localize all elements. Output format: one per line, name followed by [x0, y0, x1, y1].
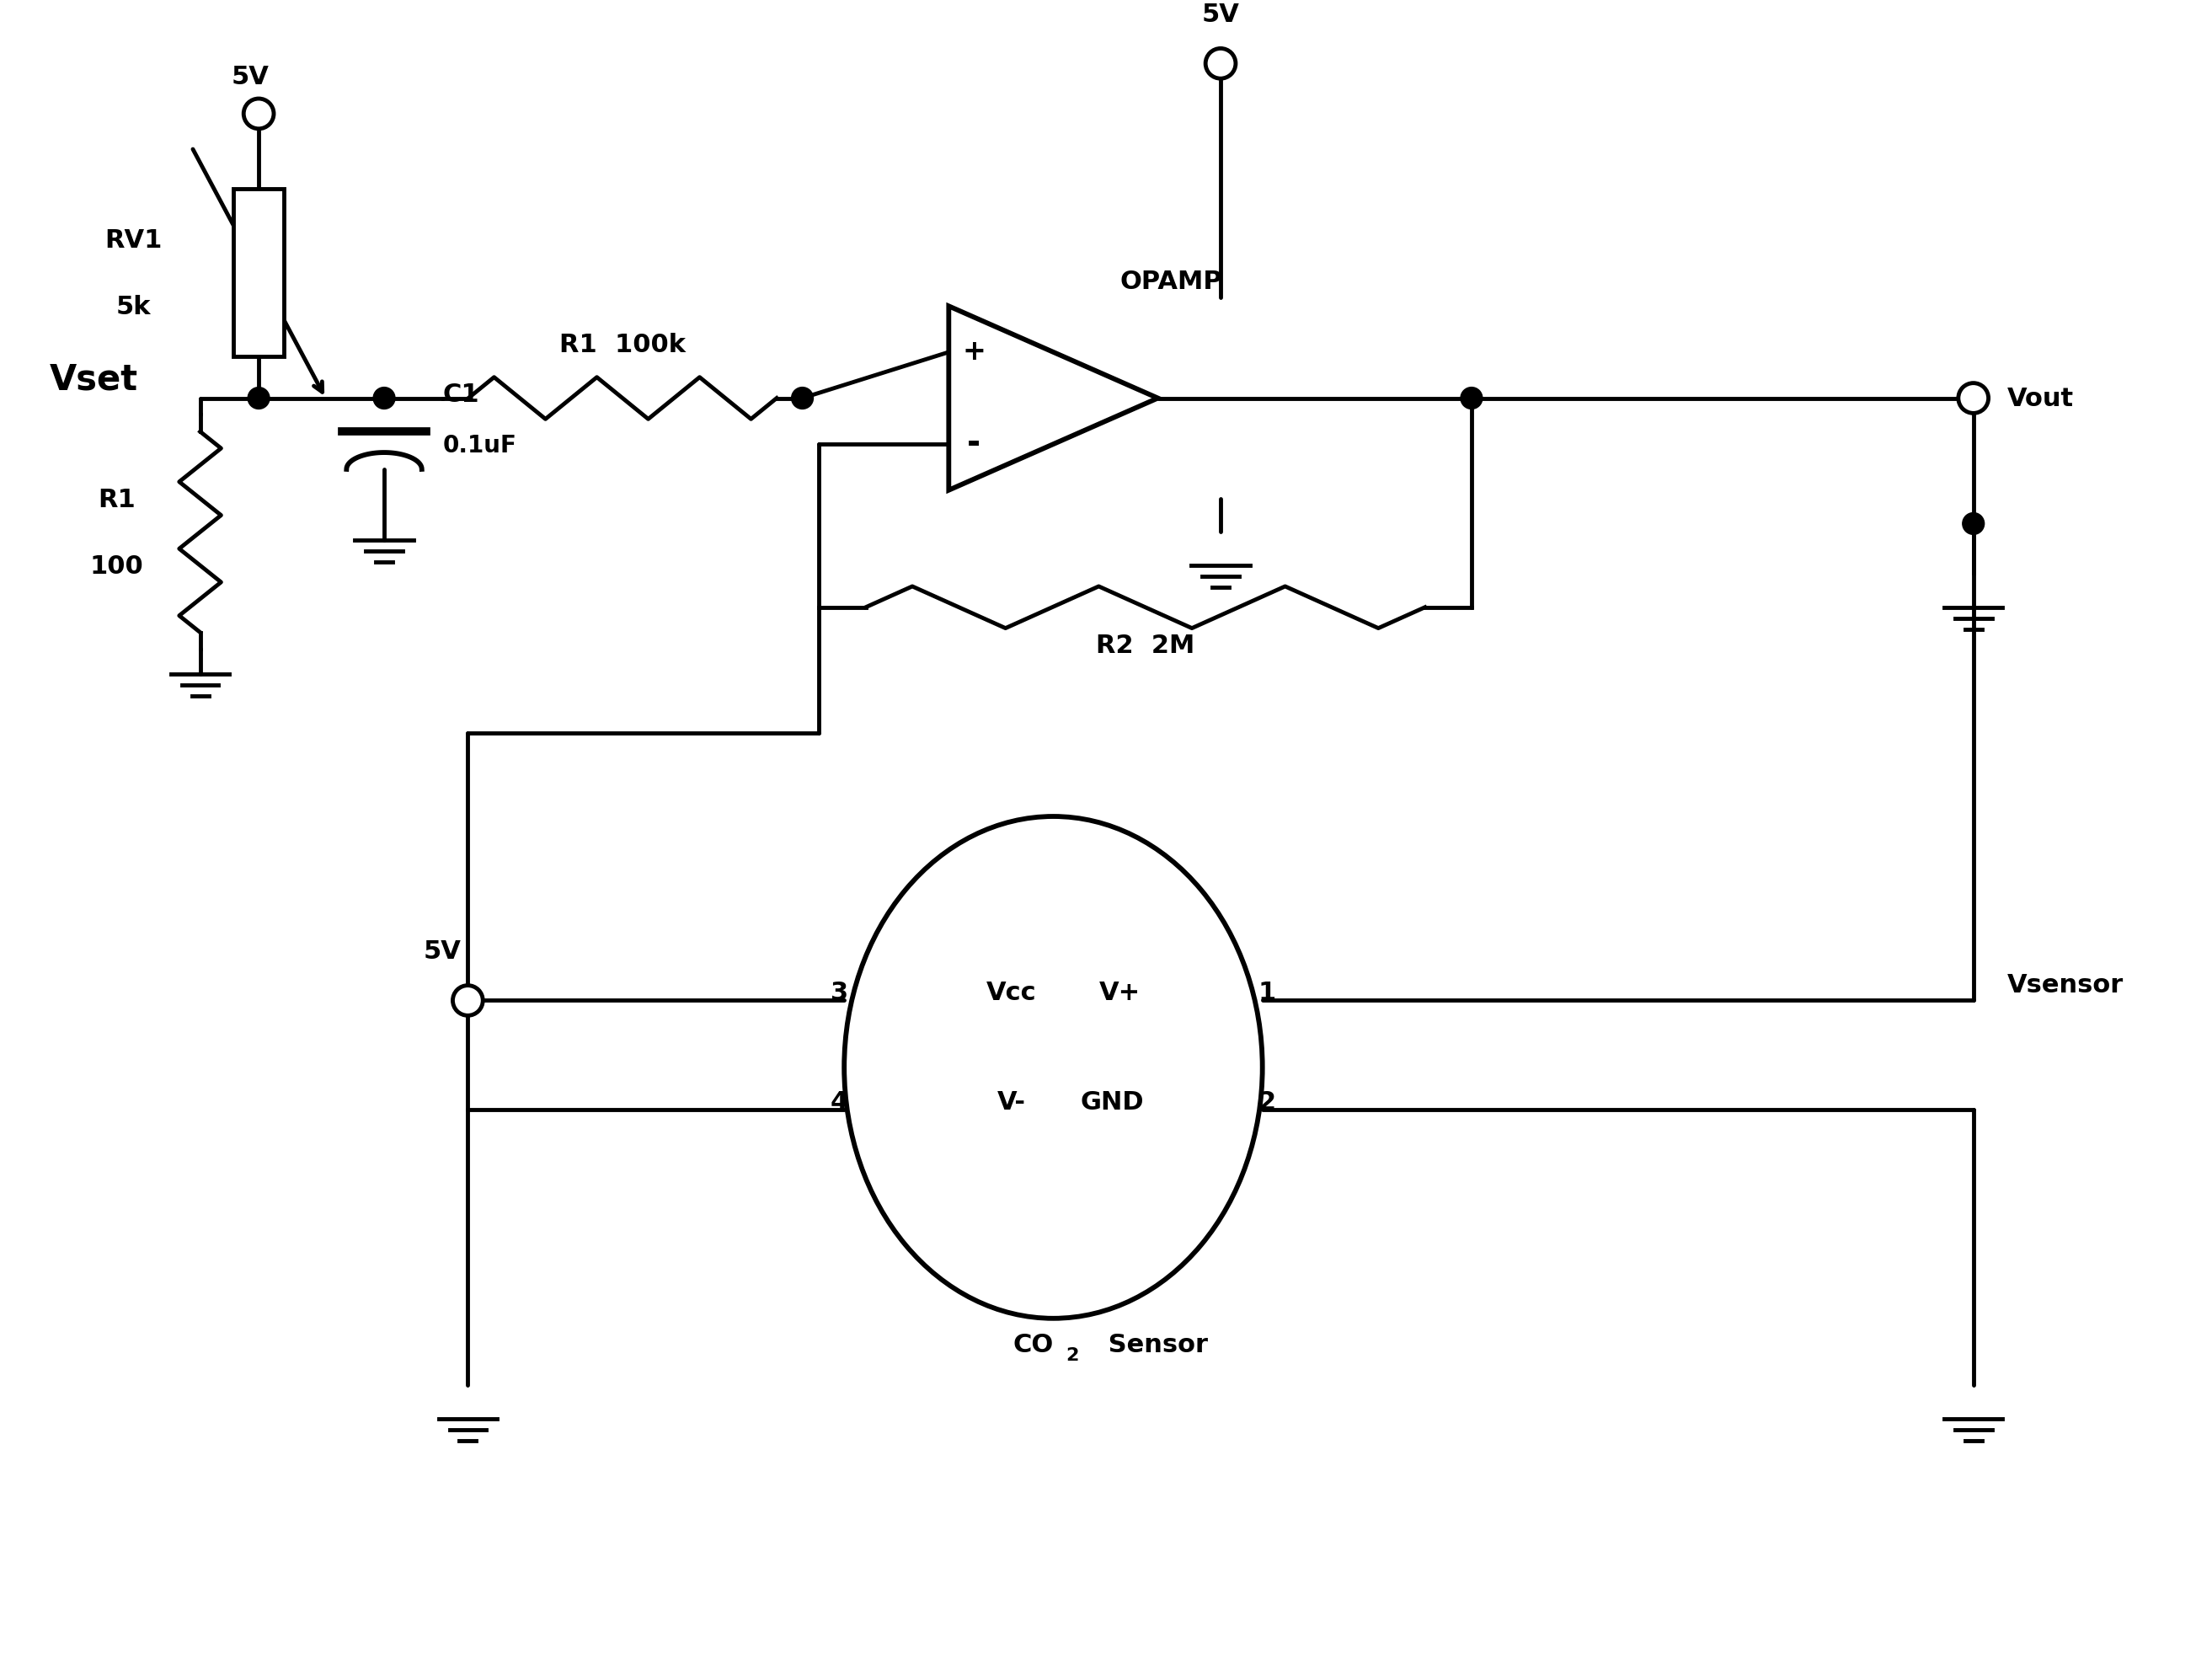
Circle shape [374, 387, 396, 408]
Text: Vset: Vset [49, 362, 137, 397]
Text: CO: CO [1013, 1332, 1053, 1357]
Text: V-: V- [998, 1089, 1026, 1114]
Text: 5k: 5k [115, 296, 150, 319]
Text: C1: C1 [442, 383, 480, 407]
Text: +: + [962, 339, 987, 365]
Text: 3: 3 [830, 982, 849, 1005]
Text: GND: GND [1079, 1089, 1144, 1114]
Text: 5V: 5V [1201, 2, 1239, 26]
Text: RV1: RV1 [104, 228, 161, 253]
Circle shape [453, 985, 482, 1015]
Circle shape [243, 99, 274, 129]
Circle shape [792, 387, 814, 408]
Text: 4: 4 [830, 1089, 849, 1114]
Text: Vout: Vout [2006, 387, 2073, 412]
Text: R1  100k: R1 100k [560, 332, 686, 357]
Text: 1: 1 [1259, 982, 1276, 1005]
Text: 100: 100 [91, 554, 144, 579]
Text: Vcc: Vcc [987, 982, 1037, 1005]
Text: 5V: 5V [232, 64, 270, 89]
Text: R1: R1 [97, 488, 135, 512]
Text: R2  2M: R2 2M [1095, 633, 1194, 658]
Circle shape [248, 387, 270, 408]
Circle shape [1460, 387, 1482, 408]
Text: 2: 2 [1259, 1089, 1276, 1114]
Text: 5V: 5V [425, 939, 462, 964]
Circle shape [1962, 512, 1984, 534]
Text: Vsensor: Vsensor [2006, 972, 2124, 997]
Text: V+: V+ [1099, 982, 1141, 1005]
Text: OPAMP: OPAMP [1119, 269, 1223, 294]
Bar [234, 188, 283, 357]
Text: Sensor: Sensor [1099, 1332, 1208, 1357]
Text: 0.1uF: 0.1uF [442, 435, 518, 458]
Text: -: - [967, 428, 980, 460]
Circle shape [1206, 48, 1237, 79]
Text: 2: 2 [1066, 1347, 1079, 1364]
Circle shape [1958, 383, 1989, 413]
